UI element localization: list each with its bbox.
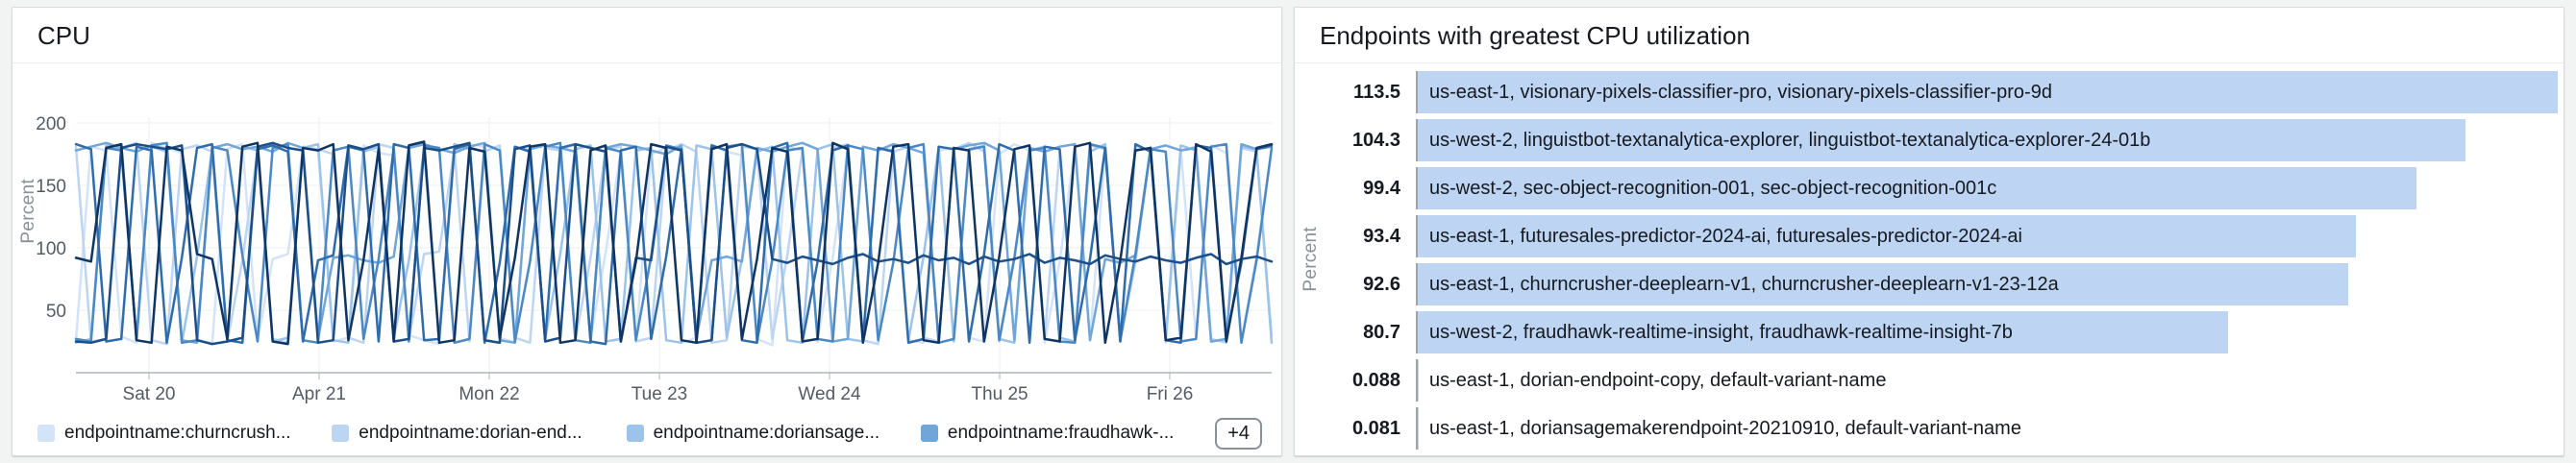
bar-value: 99.4: [1363, 177, 1400, 199]
legend-label: endpointname:fraudhawk-...: [947, 423, 1175, 443]
bar-fill[interactable]: [1418, 263, 2348, 305]
bars-yaxis-label: Percent: [1300, 227, 1321, 292]
bar-chart-area: Percent 113.5 us-east-1, visionary-pixels…: [1295, 63, 2564, 450]
x-tick-label: Fri 26: [1147, 384, 1194, 404]
bar-track: us-west-2, linguistbot-textanalytica-exp…: [1416, 119, 2558, 161]
legend-item[interactable]: endpointname:churncrush...: [37, 423, 332, 444]
bar-fill[interactable]: [1418, 215, 2356, 257]
legend-label: endpointname:churncrush...: [64, 423, 291, 443]
legend-swatch: [920, 425, 938, 442]
bar-label: us-west-2, fraudhawk-realtime-insight, f…: [1429, 322, 2013, 343]
bar-track: us-east-1, futuresales-predictor-2024-ai…: [1416, 215, 2558, 257]
bar-label: us-east-1, dorian-endpoint-copy, default…: [1429, 370, 1887, 391]
x-tick-label: Wed 24: [798, 384, 861, 404]
legend-item[interactable]: endpointname:fraudhawk-...: [920, 423, 1215, 444]
legend-swatch: [332, 425, 350, 442]
bar-label: us-west-2, sec-object-recognition-001, s…: [1429, 178, 1997, 199]
bar-label: us-east-1, churncrusher-deeplearn-v1, ch…: [1429, 274, 2059, 295]
bar-value: 113.5: [1353, 81, 1400, 103]
series-line-6[interactable]: [74, 141, 1274, 346]
y-tick-label: 100: [36, 239, 66, 259]
x-tick-label: Sat 20: [123, 384, 176, 404]
bar-value: 0.088: [1351, 369, 1400, 391]
bar-value: 92.6: [1363, 273, 1400, 295]
series-line-7[interactable]: [74, 140, 1274, 346]
x-tick-label: Tue 23: [632, 384, 687, 404]
bar-row: 93.4 us-east-1, futuresales-predictor-202…: [1333, 215, 2558, 257]
bar-row: 104.3 us-west-2, linguistbot-textanalytic…: [1333, 119, 2558, 161]
bar-fill[interactable]: [1418, 407, 1419, 450]
bar-track: us-east-1, doriansagemakerendpoint-20210…: [1416, 407, 2558, 450]
x-tick-label: Mon 22: [458, 384, 519, 404]
bar-value: 104.3: [1351, 129, 1400, 151]
y-tick-label: 50: [46, 302, 66, 322]
bar-row: 113.5 us-east-1, visionary-pixels-classif…: [1333, 71, 2558, 113]
bar-rows: 113.5 us-east-1, visionary-pixels-classif…: [1333, 71, 2558, 450]
legend-swatch: [37, 425, 55, 442]
bar-fill[interactable]: [1418, 71, 2558, 113]
cpu-widget-title: CPU: [12, 8, 1281, 63]
legend-label: endpointname:dorian-end...: [359, 423, 582, 443]
series-line-5[interactable]: [74, 141, 1274, 346]
legend-item[interactable]: endpointname:doriansage...: [626, 423, 921, 444]
top-endpoints-title: Endpoints with greatest CPU utilization: [1295, 8, 2564, 63]
cpu-legend: endpointname:churncrush... endpointname:d…: [12, 411, 1281, 455]
legend-swatch: [626, 425, 644, 442]
cpu-chart-plot[interactable]: 200 150 100 50 Sat 20 Apr 21 Mon 22 Tue 23 Wed 2…: [12, 63, 1281, 411]
bar-label: us-east-1, visionary-pixels-classifier-p…: [1429, 82, 2052, 103]
bar-row: 99.4 us-west-2, sec-object-recognition-00…: [1333, 167, 2558, 209]
x-tick-label: Apr 21: [292, 384, 346, 404]
bar-fill[interactable]: [1418, 167, 2416, 209]
bar-fill[interactable]: [1418, 119, 2465, 161]
bar-row: 0.088 us-east-1, dorian-endpoint-copy, de…: [1333, 359, 2558, 402]
cpu-chart-area: Percent 200 150 100 50 Sat 20 Apr 21 Mon 22 Tue…: [12, 63, 1281, 411]
bar-value: 0.081: [1351, 417, 1400, 439]
top-endpoints-widget: Endpoints with greatest CPU utilization …: [1294, 7, 2564, 456]
y-tick-label: 150: [36, 177, 66, 197]
bar-row: 92.6 us-east-1, churncrusher-deeplearn-v1…: [1333, 263, 2558, 305]
bar-fill[interactable]: [1418, 311, 2229, 353]
bar-value: 93.4: [1363, 225, 1400, 247]
bar-track: us-west-2, sec-object-recognition-001, s…: [1416, 167, 2558, 209]
cpu-widget: CPU Percent 200 150 100 50 Sat 20 Apr 21 Mon 2…: [12, 7, 1282, 456]
legend-item[interactable]: endpointname:dorian-end...: [332, 423, 626, 444]
bar-row: 80.7 us-west-2, fraudhawk-realtime-insigh…: [1333, 311, 2558, 353]
bar-label: us-west-2, linguistbot-textanalytica-exp…: [1429, 130, 2151, 151]
series-line-3[interactable]: [74, 141, 1274, 345]
y-tick-label: 200: [36, 114, 66, 134]
bar-value: 80.7: [1363, 321, 1400, 343]
bar-label: us-east-1, futuresales-predictor-2024-ai…: [1429, 226, 2022, 247]
cpu-yaxis-label: Percent: [18, 179, 38, 244]
legend-overflow-button[interactable]: +4: [1215, 417, 1262, 450]
legend-label: endpointname:doriansage...: [653, 423, 880, 443]
bar-track: us-east-1, visionary-pixels-classifier-p…: [1416, 71, 2558, 113]
bar-label: us-east-1, doriansagemakerendpoint-20210…: [1429, 418, 2021, 439]
bar-track: us-east-1, dorian-endpoint-copy, default…: [1416, 359, 2558, 402]
bar-track: us-west-2, fraudhawk-realtime-insight, f…: [1416, 311, 2558, 353]
bar-track: us-east-1, churncrusher-deeplearn-v1, ch…: [1416, 263, 2558, 305]
x-tick-label: Thu 25: [971, 384, 1028, 404]
bar-fill[interactable]: [1418, 359, 1419, 402]
bar-row: 0.081 us-east-1, doriansagemakerendpoint-…: [1333, 407, 2558, 450]
